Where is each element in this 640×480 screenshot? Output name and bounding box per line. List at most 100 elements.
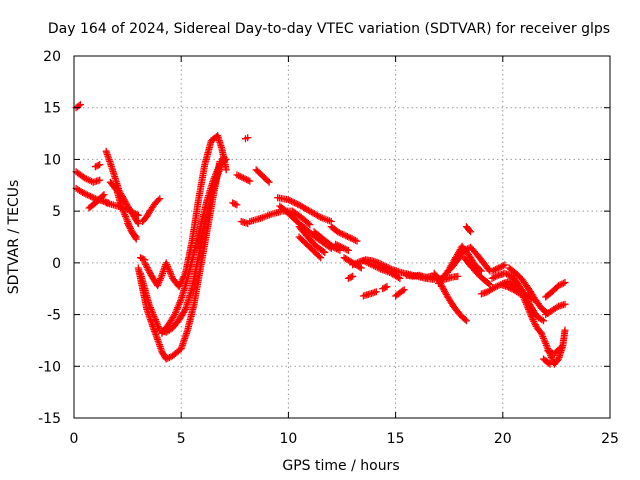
data-point — [141, 256, 149, 264]
data-point — [538, 316, 546, 324]
data-point — [132, 233, 140, 241]
data-point — [545, 359, 553, 367]
y-tick-label: 20 — [43, 49, 61, 65]
data-point — [241, 175, 249, 183]
data-point — [80, 189, 88, 197]
data-point — [335, 229, 343, 237]
series-arc-d — [85, 191, 108, 212]
series-arc-b — [72, 168, 104, 186]
data-point — [396, 274, 404, 282]
series-arc-aj — [402, 271, 462, 283]
y-tick-label: 15 — [43, 101, 61, 117]
data-point — [382, 283, 390, 291]
x-tick-label: 20 — [494, 431, 512, 447]
data-point — [99, 192, 107, 200]
series-arc-y — [310, 228, 344, 254]
data-point — [352, 259, 360, 267]
data-point — [343, 233, 351, 240]
x-tick-label: 5 — [177, 431, 186, 447]
data-point — [496, 263, 504, 271]
series-arc-ar — [488, 261, 509, 275]
x-tick-label: 0 — [70, 431, 79, 447]
series-arc-q — [233, 171, 254, 185]
data-point — [181, 307, 189, 315]
data-point — [461, 316, 469, 323]
series-arc-ay — [544, 344, 565, 358]
data-point — [76, 101, 84, 109]
data-point — [175, 283, 183, 291]
data-point — [486, 281, 494, 289]
data-point — [87, 192, 95, 200]
data-point — [553, 303, 561, 311]
data-point — [333, 241, 341, 249]
data-point — [289, 198, 297, 206]
data-point — [317, 254, 325, 262]
data-point — [142, 260, 150, 268]
data-point — [88, 193, 96, 201]
data-point — [315, 252, 323, 260]
chart-title: Day 164 of 2024, Sidereal Day-to-day VTE… — [48, 21, 610, 37]
y-tick-label: 5 — [52, 204, 61, 220]
data-point — [338, 243, 346, 251]
data-point — [501, 261, 509, 269]
data-point — [490, 274, 498, 282]
data-point — [454, 272, 462, 280]
data-point — [503, 270, 511, 278]
y-tick-label: -15 — [38, 411, 61, 427]
data-point — [491, 266, 499, 274]
data-point — [83, 191, 91, 199]
data-point — [134, 211, 142, 219]
data-point — [437, 281, 445, 289]
x-tick-label: 25 — [601, 431, 619, 447]
data-point — [546, 360, 554, 368]
data-point — [341, 245, 349, 253]
data-point — [284, 196, 292, 204]
series-arc-am — [430, 269, 470, 325]
data-point — [154, 196, 162, 204]
data-point — [264, 177, 272, 185]
data-point — [286, 197, 294, 204]
series-arc-ag — [359, 288, 380, 300]
data-point — [243, 176, 251, 184]
x-tick-label: 15 — [387, 431, 405, 447]
data-point — [235, 172, 243, 180]
data-point — [383, 283, 391, 291]
data-point — [244, 134, 252, 142]
series-arc-r — [242, 134, 252, 143]
data-point — [232, 200, 239, 208]
series-arc-aw — [542, 300, 569, 319]
axis-ticks: 0 5 10 15 20 25 -15 -10 -5 0 5 10 15 20 — [38, 49, 619, 447]
series-arc-x — [295, 223, 329, 256]
data-point — [90, 194, 98, 202]
data-point — [246, 177, 254, 185]
series-arc-ai — [392, 286, 408, 300]
data-point — [94, 161, 102, 169]
data-point — [339, 230, 346, 238]
data-point — [400, 286, 408, 294]
data-point — [357, 264, 365, 272]
series-arc-e — [91, 161, 104, 171]
data-point — [133, 211, 141, 219]
data-point — [96, 161, 104, 169]
series-arc-at — [505, 264, 552, 317]
data-point — [131, 232, 139, 240]
data-point — [134, 220, 142, 228]
data-point — [349, 272, 357, 280]
data-point — [559, 279, 567, 287]
data-point — [485, 280, 493, 287]
data-point — [556, 281, 564, 289]
y-axis-label: SDTVAR / TECUs — [6, 180, 22, 295]
data-point — [291, 199, 298, 207]
series-arc-aa — [327, 223, 361, 245]
data-point — [351, 236, 359, 244]
series-arc-ap — [477, 281, 524, 298]
data-point — [348, 235, 356, 243]
data-point — [144, 265, 152, 273]
data-point — [165, 354, 173, 361]
data-point — [353, 237, 361, 245]
data-point — [265, 178, 273, 186]
data-point — [345, 233, 353, 241]
data-point — [82, 190, 90, 198]
data-point — [439, 284, 447, 292]
data-point — [466, 227, 474, 234]
